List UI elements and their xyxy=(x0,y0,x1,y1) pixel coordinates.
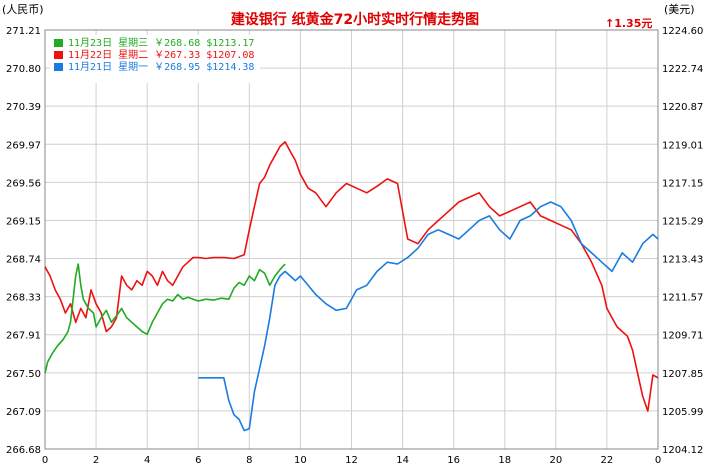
x-tick-label: 8 xyxy=(246,455,252,466)
y-tick-label-right: 1222.74 xyxy=(662,64,703,75)
y-tick-label-right: 1217.15 xyxy=(662,178,703,189)
series-line-blue xyxy=(198,201,659,432)
change-label: ↑1.35元 xyxy=(605,17,652,30)
series-line-red xyxy=(44,141,659,412)
y-tick-label-left: 270.80 xyxy=(6,64,41,75)
x-tick-label: 0 xyxy=(655,455,661,466)
legend-entry: 11月21日 星期一 ￥268.95 $1214.38 xyxy=(68,61,254,73)
x-tick-label: 16 xyxy=(447,455,460,466)
y-tick-label-left: 268.33 xyxy=(6,293,41,304)
y-tick-label-left: 268.74 xyxy=(6,255,41,266)
x-tick-label: 18 xyxy=(498,455,511,466)
series-line-green xyxy=(44,263,286,374)
y-tick-label-right: 1219.01 xyxy=(662,140,703,151)
y-tick-label-left: 267.50 xyxy=(6,369,41,380)
y-tick-label-right: 1215.29 xyxy=(662,216,703,227)
y-tick-label-right: 1209.71 xyxy=(662,331,703,342)
y-tick-label-left: 269.56 xyxy=(6,178,41,189)
legend-swatch xyxy=(54,63,63,71)
x-tick-label: 6 xyxy=(195,455,201,466)
y-tick-label-right: 1204.12 xyxy=(662,445,703,456)
legend-background xyxy=(50,35,260,83)
y-tick-label-right: 1224.60 xyxy=(662,26,703,37)
x-tick-label: 22 xyxy=(601,455,614,466)
plot-frame xyxy=(44,29,659,450)
x-tick-label: 10 xyxy=(294,455,307,466)
x-tick-label: 14 xyxy=(396,455,409,466)
right-unit-label: (美元) xyxy=(664,3,695,16)
y-tick-label-left: 270.39 xyxy=(6,102,41,113)
x-tick-label: 20 xyxy=(549,455,562,466)
x-tick-label: 12 xyxy=(345,455,358,466)
legend-entry: 11月23日 星期三 ￥268.68 $1213.17 xyxy=(68,37,254,49)
y-tick-label-left: 266.68 xyxy=(6,445,41,456)
y-tick-label-left: 271.21 xyxy=(6,26,41,37)
y-tick-label-left: 267.91 xyxy=(6,331,41,342)
y-tick-label-left: 269.15 xyxy=(6,216,41,227)
legend-swatch xyxy=(54,39,63,47)
x-tick-label: 2 xyxy=(93,455,99,466)
y-tick-label-left: 269.97 xyxy=(6,140,41,151)
legend-entry: 11月22日 星期二 ￥267.33 $1207.08 xyxy=(68,49,254,61)
y-tick-label-right: 1207.85 xyxy=(662,369,703,380)
axes: 271.21 1224.60 270.80 1222.74 270.39 1220.87 2… xyxy=(6,26,703,466)
series-lines xyxy=(44,141,659,432)
y-tick-label-right: 1213.43 xyxy=(662,255,703,266)
grid xyxy=(44,29,659,450)
y-tick-label-right: 1220.87 xyxy=(662,102,703,113)
y-tick-label-right: 1205.99 xyxy=(662,407,703,418)
chart-title: 建设银行 纸黄金72小时实时行情走势图 xyxy=(231,11,479,28)
x-tick-label: 4 xyxy=(144,455,150,466)
left-unit-label: (人民币) xyxy=(2,3,44,16)
legend-swatch xyxy=(54,51,63,59)
y-tick-label-right: 1211.57 xyxy=(662,293,703,304)
y-tick-label-left: 267.09 xyxy=(6,407,41,418)
x-tick-label: 0 xyxy=(42,455,48,466)
